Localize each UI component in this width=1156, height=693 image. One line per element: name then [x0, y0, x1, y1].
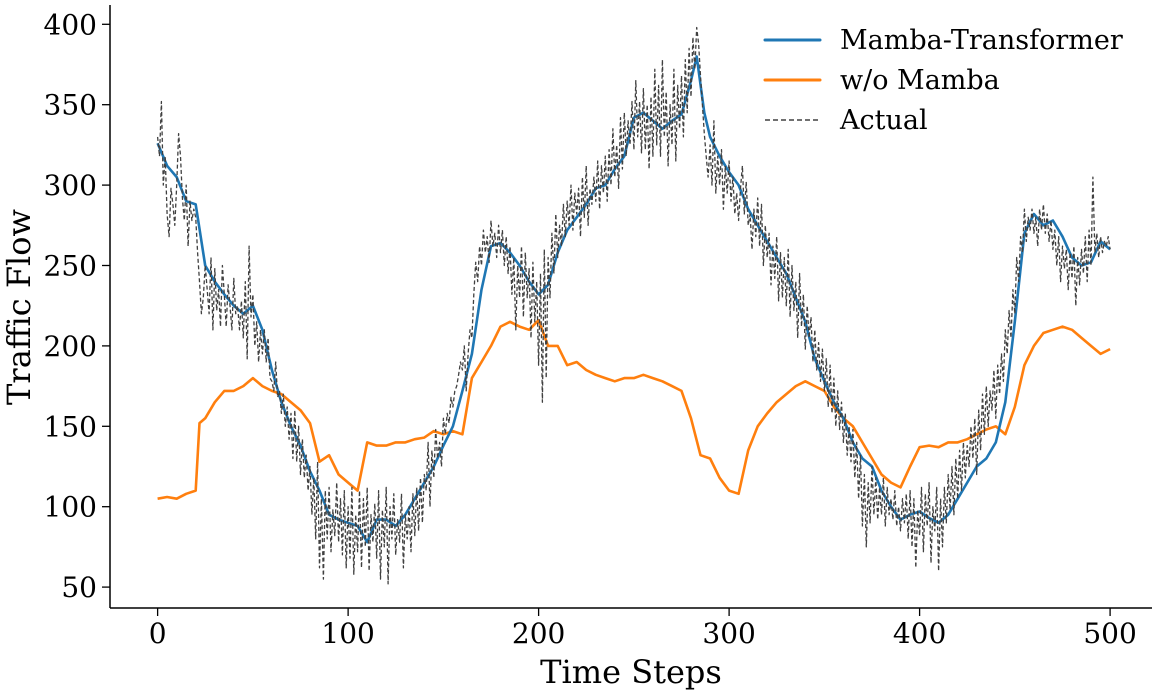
legend: Mamba-Transformer w/o Mamba Actual	[763, 25, 1123, 136]
x-tick-label: 400	[893, 617, 946, 650]
y-ticks: 50 100 150 200 250 300 350 400	[44, 8, 110, 604]
x-tick-label: 300	[702, 617, 755, 650]
y-tick-label: 50	[61, 571, 97, 604]
y-tick-label: 100	[44, 491, 97, 524]
x-tick-label: 500	[1083, 617, 1136, 650]
x-tick-label: 200	[512, 617, 565, 650]
x-tick-label: 100	[321, 617, 374, 650]
series-line-without-mamba	[157, 318, 1111, 500]
y-tick-label: 200	[44, 330, 97, 363]
y-tick-label: 300	[44, 169, 97, 202]
series-line-actual	[156, 26, 1111, 585]
legend-label-without-mamba: w/o Mamba	[840, 65, 1000, 96]
x-tick-label: 0	[149, 617, 167, 650]
y-axis-title: Traffic Flow	[0, 209, 38, 405]
x-axis-title: Time Steps	[540, 653, 722, 691]
y-tick-label: 350	[44, 89, 97, 122]
legend-label-mamba-transformer: Mamba-Transformer	[840, 25, 1123, 56]
plot-series	[156, 26, 1111, 585]
axes	[109, 5, 1152, 609]
x-ticks: 0 100 200 300 400 500	[149, 608, 1137, 650]
y-tick-label: 250	[44, 249, 97, 282]
y-tick-label: 400	[44, 8, 97, 41]
y-tick-label: 150	[44, 410, 97, 443]
legend-label-actual: Actual	[839, 105, 928, 136]
